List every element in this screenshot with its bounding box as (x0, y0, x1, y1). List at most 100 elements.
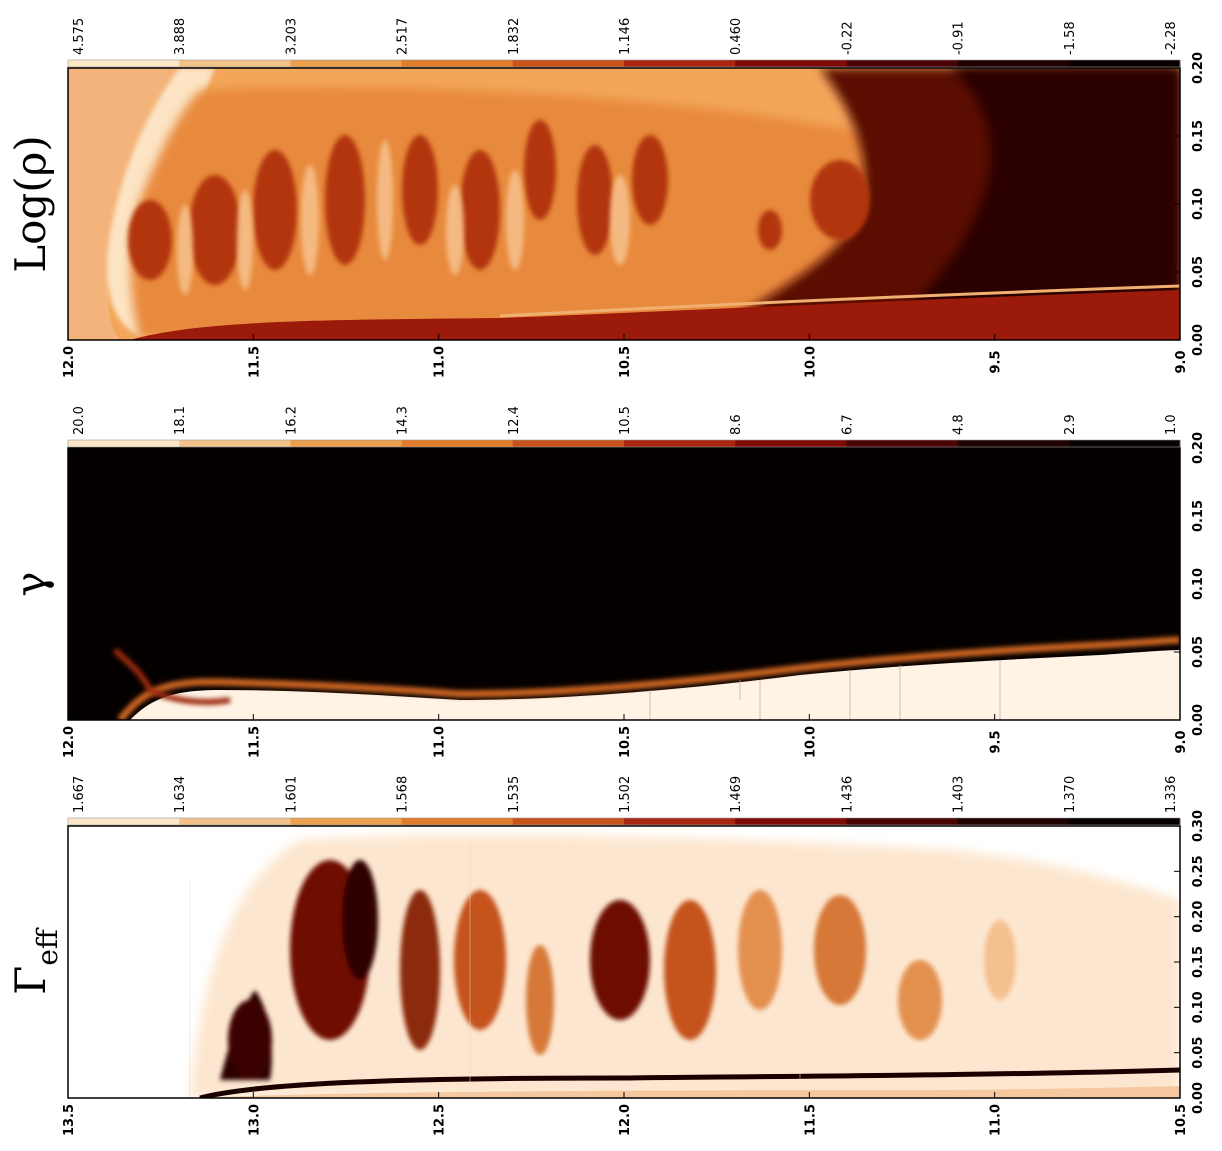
colorbar-tick-label: 1.0 (1164, 414, 1179, 435)
horizontal-ticks-gamma-eff: 0.00 0.05 0.10 0.15 0.20 0.25 0.30 (1174, 810, 1206, 1114)
colorbar-tick-label: 2.9 (1063, 414, 1078, 435)
colorbar-swatch (512, 440, 625, 447)
colorbar-tick-label: -0.91 (952, 21, 967, 55)
colorbar-frame (67, 439, 1181, 448)
grid-artifacts (189, 840, 801, 1098)
colorbar-tick-label: 3.888 (173, 18, 188, 55)
jet-spine (499, 284, 1180, 318)
horizontal-tick-label: 0.20 (1191, 52, 1206, 84)
horizontal-tick-label: 0.10 (1191, 991, 1206, 1023)
colorbar-tick-label: 1.535 (507, 776, 522, 813)
horizontal-tick-label: 0.00 (1191, 324, 1206, 356)
colorbar-tick-label: 2.517 (396, 18, 411, 55)
colorbar-swatch (1068, 818, 1181, 825)
vertical-tick-label: 10.5 (618, 726, 633, 758)
colorbar-log-rho-labels: 4.575 3.888 3.203 2.517 1.832 1.146 0.460 -0.22… (72, 18, 1179, 55)
colorbar-tick-label: 1.403 (952, 776, 967, 813)
horizontal-tick-label: 0.00 (1191, 704, 1206, 736)
colorbar-swatch (179, 60, 291, 67)
colorbar-tick-label: 4.575 (72, 18, 87, 55)
horizontal-tick-label: 0.05 (1191, 256, 1206, 288)
vertical-tick-label: 9.5 (989, 730, 1004, 753)
jet-core (130, 650, 1180, 720)
vertical-tick-label: 9.0 (1174, 730, 1189, 753)
vertical-tick-label: 11.5 (803, 1104, 818, 1136)
colorbar-gamma-labels: 20.0 18.1 16.2 14.3 12.4 10.5 8.6 6.7 4.8 2.9 1.0 (72, 406, 1179, 435)
colorbar-tick-label: 1.370 (1063, 776, 1078, 813)
eddies-log-rho (128, 120, 870, 285)
vertical-ticks-log-rho: 12.0 11.5 11.0 10.5 10.0 9.5 9.0 (62, 334, 1189, 378)
colorbar-tick-label: 1.502 (618, 776, 633, 813)
eddies-gamma-eff (220, 860, 1016, 1080)
panel-title-gamma-eff: Γeff (6, 927, 64, 995)
colorbar-gamma-eff (67, 817, 1181, 826)
colorbar-swatch (957, 440, 1070, 447)
horizontal-tick-label: 0.15 (1191, 500, 1206, 532)
vertical-tick-label: 11.5 (247, 726, 262, 758)
horizontal-tick-label: 0.05 (1191, 1037, 1206, 1069)
colorbar-tick-label: 0.460 (729, 18, 744, 55)
colorbar-tick-label: 1.436 (840, 776, 855, 813)
colorbar-tick-label: 12.4 (507, 406, 522, 435)
vertical-tick-label: 11.0 (433, 726, 448, 758)
colorbar-tick-label: 1.146 (618, 18, 633, 55)
colorbar-frame (67, 817, 1181, 826)
colorbar-tick-label: 6.7 (840, 414, 855, 435)
jet-beam (200, 1086, 1180, 1098)
horizontal-tick-label: 0.20 (1191, 901, 1206, 933)
colorbar-swatch (512, 818, 625, 825)
colorbar-swatch (512, 60, 625, 67)
colorbar-tick-label: 1.601 (284, 776, 299, 813)
colorbar-tick-label: 1.667 (72, 776, 87, 813)
colorbar-log-rho (67, 59, 1181, 68)
vertical-tick-label: 11.0 (989, 1104, 1004, 1136)
jet-beam (130, 290, 1180, 340)
colorbar-swatch (957, 818, 1070, 825)
vertical-tick-label: 10.0 (803, 726, 818, 758)
vertical-ticks-gamma-eff: 13.5 13.0 12.5 12.0 11.5 11.0 10.5 (62, 1092, 1189, 1136)
colorbar-swatch (401, 60, 514, 67)
horizontal-tick-label: 0.15 (1191, 946, 1206, 978)
colorbar-swatch (846, 440, 959, 447)
colorbar-tick-label: -1.58 (1063, 21, 1078, 55)
colorbar-gamma-eff-labels: 1.667 1.634 1.601 1.568 1.535 1.502 1.469 1.436… (72, 776, 1179, 813)
colorbar-tick-label: 18.1 (173, 406, 188, 435)
vertical-tick-label: 12.0 (62, 346, 77, 378)
vertical-tick-label: 10.5 (1174, 1104, 1189, 1136)
horizontal-ticks-gamma: 0.00 0.05 0.10 0.15 0.20 (1174, 432, 1206, 736)
colorbar-swatch (179, 818, 291, 825)
horizontal-tick-label: 0.30 (1191, 810, 1206, 842)
vertical-tick-label: 9.0 (1174, 350, 1189, 373)
colorbar-swatch (957, 60, 1070, 67)
colorbar-swatch (624, 60, 736, 67)
panel-title-gamma-eff-main: Γ (6, 966, 55, 995)
ambient-darker (880, 68, 1180, 340)
plot-log-rho (68, 68, 1180, 340)
plot-gamma (68, 448, 1180, 720)
colorbar-swatch (68, 60, 180, 67)
jet-head (112, 647, 231, 705)
colorbar-swatch (68, 818, 180, 825)
colorbar-tick-label: -2.28 (1164, 21, 1179, 55)
colorbar-tick-label: 10.5 (618, 406, 633, 435)
horizontal-tick-label: 0.20 (1191, 432, 1206, 464)
colorbar-frame (67, 59, 1181, 68)
colorbar-swatch (1068, 60, 1181, 67)
colorbar-swatch (179, 440, 291, 447)
filaments-log-rho (177, 140, 630, 295)
horizontal-tick-label: 0.10 (1191, 568, 1206, 600)
colorbar-swatch (68, 440, 180, 447)
colorbar-tick-label: 14.3 (396, 406, 411, 435)
colorbar-tick-label: 1.832 (507, 18, 522, 55)
panel-title-gamma-eff-sub: eff (31, 927, 64, 966)
colorbar-tick-label: 1.568 (396, 776, 411, 813)
vertical-tick-label: 13.5 (62, 1104, 77, 1136)
plot-gamma-eff (68, 826, 1180, 1098)
colorbar-swatch (401, 818, 514, 825)
panel-gamma: 20.0 18.1 16.2 14.3 12.4 10.5 8.6 6.7 4.8 2.9 1.0 … (6, 406, 1206, 758)
colorbar-swatch (624, 818, 736, 825)
colorbar-tick-label: 3.203 (284, 18, 299, 55)
panel-gamma-eff: 1.667 1.634 1.601 1.568 1.535 1.502 1.469 1.436… (6, 776, 1206, 1136)
vertical-ticks-gamma: 12.0 11.5 11.0 10.5 10.0 9.5 9.0 (62, 714, 1189, 758)
vertical-tick-label: 12.0 (62, 726, 77, 758)
